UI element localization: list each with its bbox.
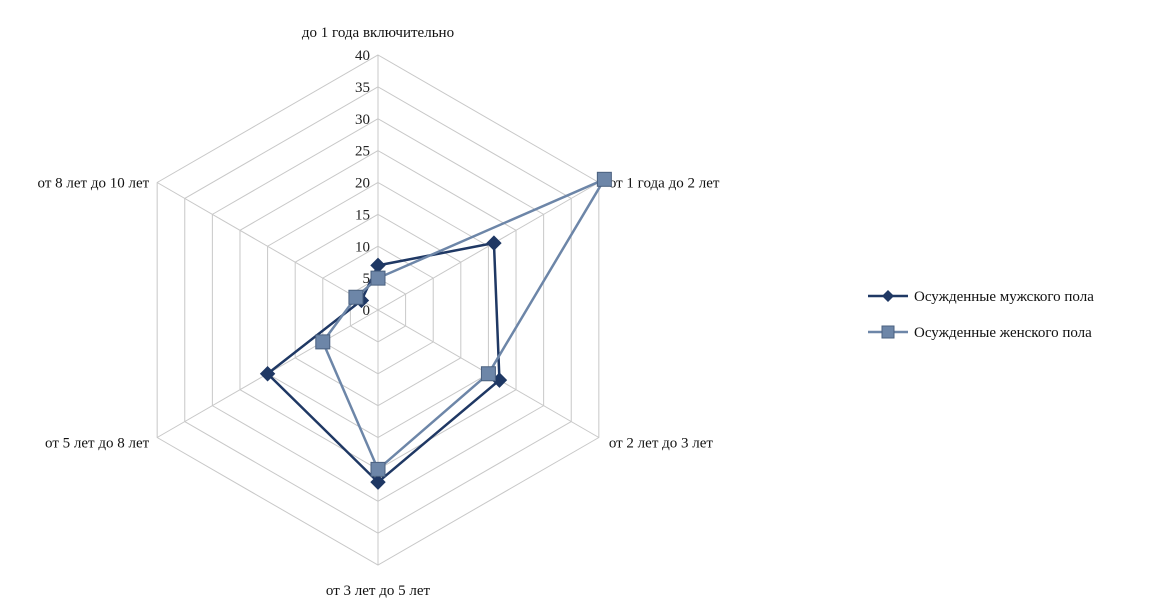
- data-point: [348, 289, 364, 305]
- data-point: [596, 171, 612, 187]
- tick-label: 10: [355, 239, 370, 255]
- legend: Осужденные мужского пола Осужденные женск…: [868, 289, 1094, 341]
- legend-marker: [882, 290, 894, 302]
- legend-item: Осужденные мужского пола: [868, 289, 1094, 305]
- tick-label: 15: [355, 207, 370, 223]
- category-label: до 1 года включительно: [302, 25, 454, 41]
- data-point: [480, 366, 496, 382]
- tick-label: 20: [355, 176, 370, 192]
- data-point: [370, 461, 386, 477]
- legend-item: Осужденные женского пола: [868, 325, 1092, 341]
- category-label: от 2 лет до 3 лет: [609, 436, 714, 452]
- tick-label: 40: [355, 48, 370, 64]
- tick-label: 0: [363, 303, 371, 319]
- tick-label: 35: [355, 80, 370, 96]
- category-label: от 8 лет до 10 лет: [38, 176, 150, 192]
- data-point: [315, 334, 331, 350]
- legend-label: Осужденные мужского пола: [914, 289, 1094, 305]
- legend-marker: [881, 325, 895, 339]
- data-point: [370, 270, 386, 286]
- category-label: от 3 лет до 5 лет: [326, 583, 431, 599]
- category-label: от 5 лет до 8 лет: [45, 436, 150, 452]
- data-point: [370, 474, 386, 490]
- tick-label: 5: [363, 271, 371, 287]
- series-layer: [259, 171, 612, 490]
- radial-tick-labels: 0 5 10 15 20 25 30 35 40: [355, 48, 370, 319]
- legend-label: Осужденные женского пола: [914, 325, 1092, 341]
- spoke-1: [377, 182, 600, 311]
- data-point: [486, 235, 502, 251]
- tick-label: 30: [355, 112, 370, 128]
- data-point: [259, 366, 276, 382]
- series-2: [315, 171, 612, 477]
- category-label: от 1 года до 2 лет: [609, 176, 720, 192]
- tick-label: 25: [355, 144, 370, 160]
- spoke-5: [156, 182, 379, 311]
- category-labels: до 1 года включительно от 1 года до 2 лет…: [38, 25, 720, 599]
- data-point: [370, 257, 386, 274]
